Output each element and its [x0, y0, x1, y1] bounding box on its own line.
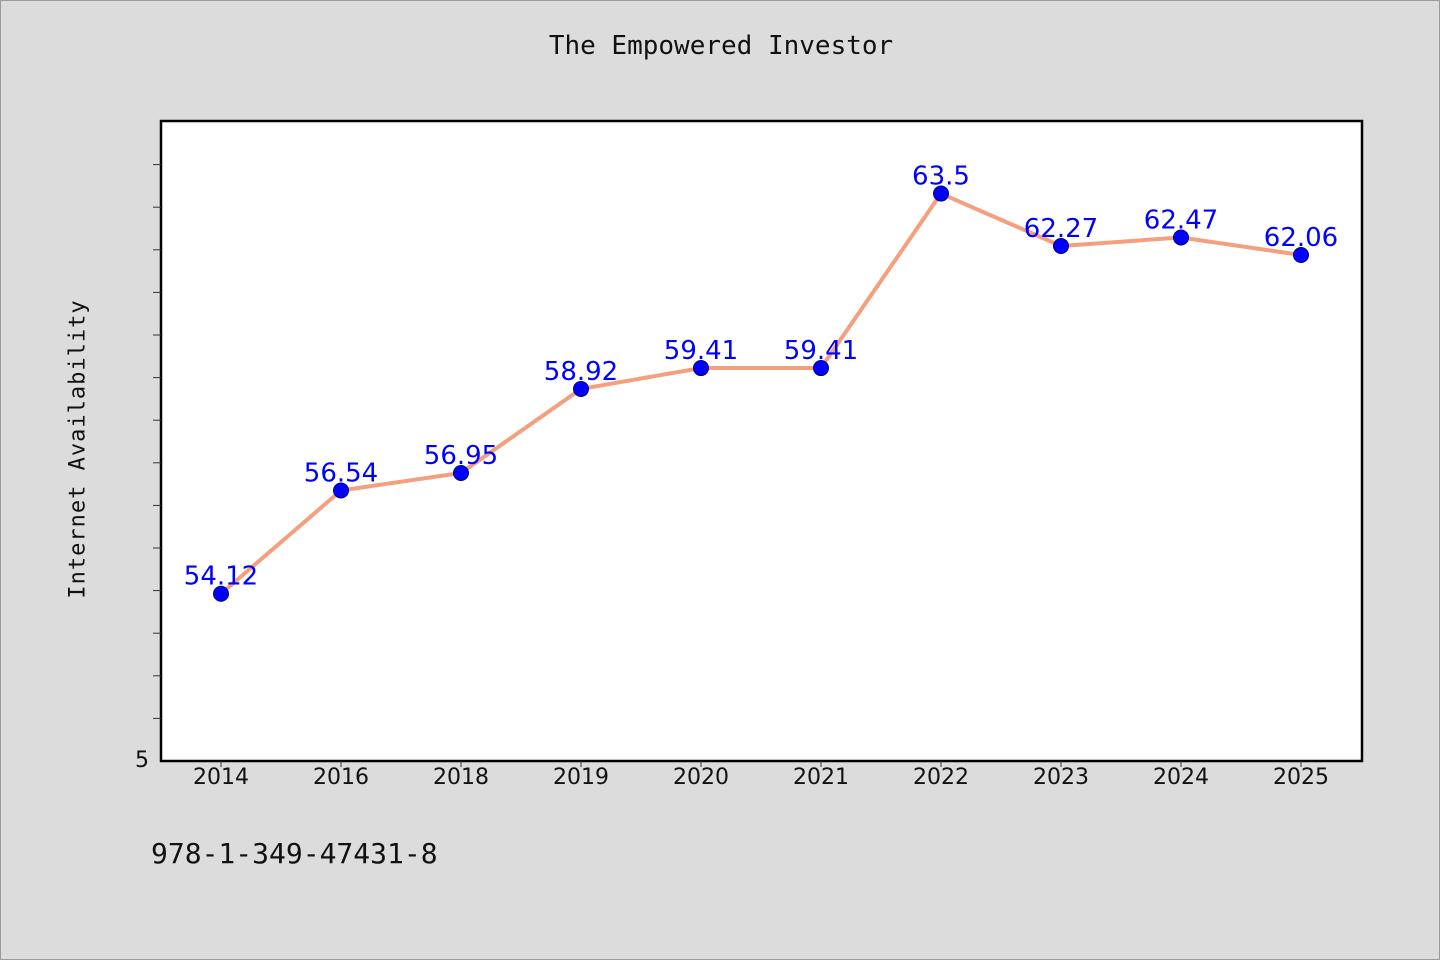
data-point	[693, 360, 709, 377]
x-tick-label: 2023	[1033, 765, 1089, 790]
data-point	[1293, 246, 1309, 263]
data-label: 59.41	[784, 336, 858, 366]
plot-area	[159, 119, 1364, 763]
x-tick-label: 2018	[433, 765, 489, 790]
x-tick-label: 2020	[673, 765, 729, 790]
x-tick-label: 2025	[1273, 765, 1329, 790]
data-point	[453, 465, 469, 481]
x-tick-label: 2021	[793, 765, 849, 790]
data-label: 56.54	[304, 458, 378, 488]
x-tick-label: 2016	[313, 765, 369, 790]
y-tick-label: 5	[135, 748, 149, 773]
x-tick-label: 2022	[913, 765, 969, 790]
isbn-code: 978-1-349-47431-8	[151, 837, 438, 870]
data-label: 58.92	[544, 357, 618, 387]
chart-title: The Empowered Investor	[548, 31, 894, 61]
data-label: 62.27	[1024, 214, 1098, 244]
data-label: 59.41	[664, 336, 738, 366]
data-point	[1173, 229, 1189, 246]
data-point	[813, 360, 829, 377]
data-label: 63.5	[912, 162, 970, 192]
data-point	[573, 380, 589, 397]
data-point	[213, 585, 229, 602]
series-line	[219, 191, 1303, 596]
data-label: 62.47	[1144, 205, 1218, 235]
data-label: 62.06	[1264, 223, 1338, 253]
data-label: 54.12	[184, 562, 258, 592]
x-tick-label: 2019	[553, 765, 609, 790]
x-tick-label: 2014	[193, 765, 249, 790]
data-point	[1053, 238, 1069, 255]
x-tick-label: 2024	[1153, 765, 1209, 790]
data-point	[933, 185, 949, 202]
data-label: 56.95	[424, 441, 498, 471]
data-point	[333, 482, 349, 499]
